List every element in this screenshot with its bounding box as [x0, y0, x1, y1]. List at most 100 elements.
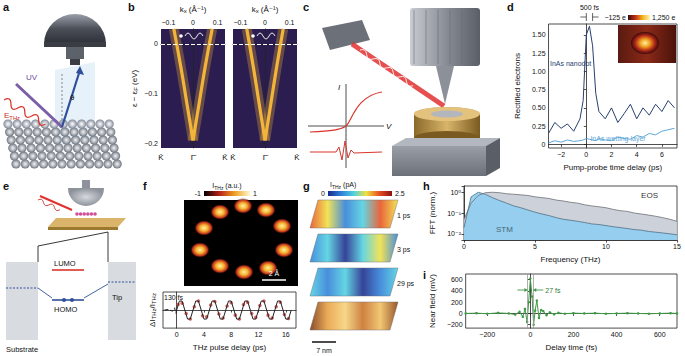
svg-text:−2: −2: [557, 151, 565, 158]
svg-text:4: 4: [635, 151, 639, 158]
svg-text:InAs nanodot: InAs nanodot: [550, 60, 591, 67]
svg-text:a: a: [3, 1, 10, 13]
svg-text:1,250 e: 1,250 e: [652, 14, 675, 21]
svg-text:500 fs: 500 fs: [580, 4, 600, 11]
svg-text:400: 400: [611, 331, 623, 338]
svg-text:2: 2: [610, 151, 614, 158]
svg-text:8: 8: [229, 331, 233, 338]
svg-text:3 ps: 3 ps: [397, 246, 411, 254]
svg-text:0.50: 0.50: [532, 104, 546, 111]
svg-text:(Å⁻¹): (Å⁻¹): [187, 5, 207, 14]
svg-text:−0.2: −0.2: [144, 140, 158, 147]
svg-text:12: 12: [255, 331, 263, 338]
svg-text:UV: UV: [26, 73, 38, 82]
svg-text:0: 0: [528, 331, 532, 338]
svg-text:STM: STM: [496, 225, 513, 234]
svg-text:10⁻²: 10⁻²: [447, 230, 461, 237]
svg-text:0.75: 0.75: [532, 86, 546, 93]
svg-text:EOS: EOS: [641, 191, 658, 200]
svg-text:Γ̄: Γ̄: [263, 153, 269, 162]
svg-text:g: g: [303, 180, 310, 192]
svg-text:THz: THz: [151, 308, 157, 319]
svg-text:1.25: 1.25: [532, 50, 546, 57]
svg-text:2 Å: 2 Å: [269, 269, 280, 277]
svg-text:V: V: [386, 122, 392, 131]
svg-text:Delay time (fs): Delay time (fs): [546, 343, 598, 352]
svg-text:InAs wetting layer: InAs wetting layer: [590, 135, 646, 143]
svg-text:ITHz (pA): ITHz (pA): [330, 181, 356, 190]
svg-text:Frequency (THz): Frequency (THz): [540, 255, 600, 264]
svg-text:i: i: [423, 269, 426, 281]
svg-text:600: 600: [451, 276, 463, 283]
svg-text:d: d: [507, 1, 514, 13]
svg-text:200: 200: [451, 299, 463, 306]
svg-text:(eV): (eV): [130, 69, 139, 87]
svg-text:6: 6: [660, 151, 664, 158]
svg-text:FFT (norm.): FFT (norm.): [428, 191, 437, 234]
svg-text:−125 e: −125 e: [604, 14, 626, 21]
svg-text:16: 16: [282, 331, 290, 338]
svg-text:130 fs: 130 fs: [164, 294, 184, 301]
svg-text:15: 15: [673, 243, 681, 250]
svg-text:THz: THz: [151, 293, 157, 304]
svg-text:−0.1: −0.1: [144, 90, 158, 97]
svg-text:−200: −200: [447, 321, 463, 328]
svg-text:2.5: 2.5: [395, 190, 405, 197]
svg-text:0: 0: [542, 141, 546, 148]
svg-text:400: 400: [451, 287, 463, 294]
svg-text:h: h: [423, 180, 430, 192]
svg-text:4: 4: [202, 331, 206, 338]
svg-text:HOMO: HOMO: [54, 305, 77, 314]
svg-text:0: 0: [263, 19, 267, 26]
svg-text:0: 0: [459, 310, 463, 317]
svg-text:Rectified electrons: Rectified electrons: [513, 53, 522, 119]
svg-text:0: 0: [191, 19, 195, 26]
svg-text:ITHz (a.u.): ITHz (a.u.): [212, 182, 241, 191]
svg-text:K̄: K̄: [222, 153, 228, 162]
svg-text:ΔI: ΔI: [148, 319, 157, 327]
svg-text:7 nm: 7 nm: [316, 347, 332, 354]
svg-text:1: 1: [253, 190, 257, 197]
svg-text:−0.1: −0.1: [233, 19, 247, 26]
svg-text:27 fs: 27 fs: [545, 287, 561, 294]
svg-text:1 ps: 1 ps: [397, 212, 411, 220]
svg-text:0: 0: [321, 190, 325, 197]
svg-text:I: I: [338, 83, 341, 92]
svg-text:b: b: [128, 1, 135, 13]
svg-text:Pump-probe time delay (ps): Pump-probe time delay (ps): [563, 163, 662, 172]
svg-text:200: 200: [568, 331, 580, 338]
svg-text:1.00: 1.00: [532, 68, 546, 75]
svg-text:K̄: K̄: [294, 153, 300, 162]
svg-text:LUMO: LUMO: [54, 259, 76, 268]
svg-text:f: f: [143, 180, 147, 192]
svg-text:600: 600: [654, 331, 666, 338]
svg-text:K̄: K̄: [230, 153, 236, 162]
svg-text:Near field (mV): Near field (mV): [428, 274, 437, 328]
svg-text:ε − ε: ε − ε: [130, 90, 139, 107]
svg-text:Γ̄: Γ̄: [191, 153, 197, 162]
svg-text:THz pulse delay (ps): THz pulse delay (ps): [193, 343, 267, 352]
svg-text:−0.1: −0.1: [161, 19, 175, 26]
svg-text:0.25: 0.25: [532, 123, 546, 130]
svg-text:-1: -1: [195, 190, 201, 197]
svg-text:10: 10: [602, 243, 610, 250]
svg-text:5: 5: [533, 243, 537, 250]
svg-text:10⁰: 10⁰: [450, 189, 461, 196]
svg-text:c: c: [303, 1, 309, 13]
svg-text:0.1: 0.1: [285, 19, 295, 26]
svg-text:0.1: 0.1: [213, 19, 223, 26]
svg-text:0: 0: [462, 243, 466, 250]
svg-text:0: 0: [154, 40, 158, 47]
svg-text:10⁻¹: 10⁻¹: [447, 210, 461, 217]
svg-text:(Å⁻¹): (Å⁻¹): [259, 5, 279, 14]
svg-text:1.50: 1.50: [532, 31, 546, 38]
svg-text:e: e: [3, 180, 9, 192]
svg-text:−200: −200: [479, 331, 495, 338]
svg-text:ETHz: ETHz: [4, 111, 20, 121]
svg-text:0: 0: [584, 151, 588, 158]
svg-text:K̄: K̄: [158, 153, 164, 162]
svg-text:0: 0: [175, 331, 179, 338]
svg-text:Substrate: Substrate: [6, 345, 38, 354]
svg-text:29 ps: 29 ps: [397, 280, 415, 288]
svg-text:θ: θ: [70, 93, 75, 102]
